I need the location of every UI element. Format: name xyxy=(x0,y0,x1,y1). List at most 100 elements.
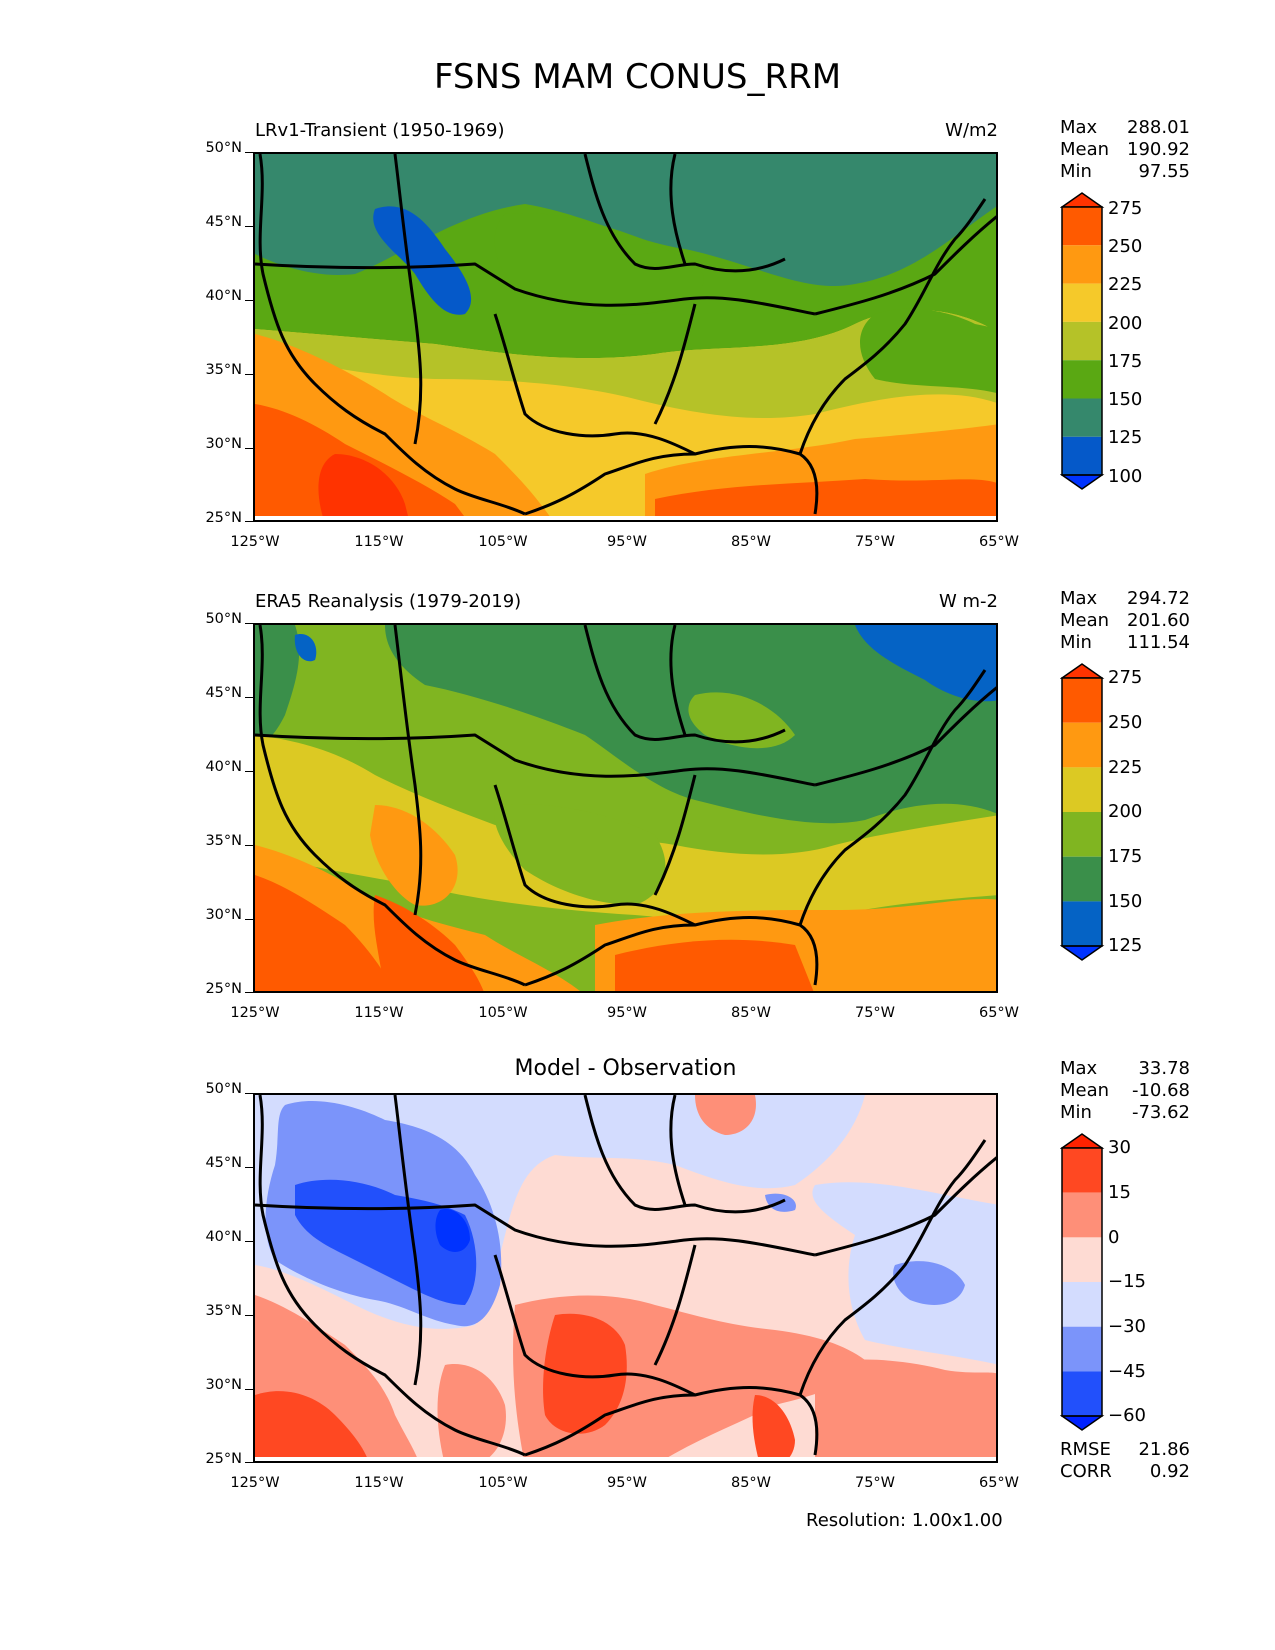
field-contour xyxy=(695,1095,756,1135)
colorbar-tick: 125 xyxy=(1108,935,1143,956)
colorbar-under-triangle xyxy=(1059,945,1105,961)
lon-label: 95°W xyxy=(606,1005,648,1021)
lon-label: 85°W xyxy=(730,1005,772,1021)
coastline-lines xyxy=(255,154,996,516)
lon-label: 75°W xyxy=(854,1005,896,1021)
lat-label: 45°N xyxy=(205,685,242,701)
lat-label: 35°N xyxy=(205,833,242,849)
lat-label: 30°N xyxy=(205,1377,242,1393)
lat-label: 25°N xyxy=(205,1451,242,1467)
colorbar xyxy=(1059,663,1106,967)
field-contour xyxy=(255,1391,369,1461)
lat-label: 35°N xyxy=(205,362,242,378)
stat-mean: 201.60 xyxy=(1127,610,1190,631)
panel-units: W m-2 xyxy=(938,591,998,612)
lon-label: 85°W xyxy=(730,1475,772,1491)
colorbar-svg xyxy=(1059,192,1105,490)
colorbar-tick: −60 xyxy=(1108,1405,1146,1426)
lon-label: 75°W xyxy=(854,1475,896,1491)
panel-observation: ERA5 Reanalysis (1979-2019) W m-2 xyxy=(0,588,1275,1031)
colorbar-segment xyxy=(1062,1371,1102,1416)
lat-label: 45°N xyxy=(205,1155,242,1171)
no-data-strip xyxy=(255,1457,996,1461)
field-contour xyxy=(494,213,704,315)
stat-label: Mean xyxy=(1060,1080,1110,1101)
stat-rmse: 21.86 xyxy=(1138,1439,1190,1460)
lat-label: 40°N xyxy=(205,288,242,304)
stat-label: Max xyxy=(1060,117,1098,138)
colorbar-tick: 250 xyxy=(1108,712,1143,733)
colorbar-segment xyxy=(1062,398,1102,437)
map-difference xyxy=(253,1093,998,1463)
colorbar-tick: 15 xyxy=(1108,1182,1131,1203)
stat-label: Max xyxy=(1060,588,1098,609)
panel-difference: Model - Observation xyxy=(0,1056,1275,1501)
stat-max: 33.78 xyxy=(1138,1058,1190,1079)
stat-label: Mean xyxy=(1060,610,1110,631)
colorbar-over-triangle xyxy=(1059,192,1105,208)
field-contour xyxy=(494,804,666,905)
stat-label: Max xyxy=(1060,1058,1098,1079)
colorbar-segment xyxy=(1062,856,1102,902)
lon-label: 65°W xyxy=(978,534,1020,550)
field-contour xyxy=(688,692,795,749)
colorbar xyxy=(1059,192,1106,496)
colorbar-tick: 275 xyxy=(1108,667,1143,688)
error-stats-block: RMSE 21.86 CORR 0.92 xyxy=(1060,1439,1190,1483)
field-contour xyxy=(294,634,317,662)
colorbar-segment xyxy=(1062,722,1102,768)
stat-label: Min xyxy=(1060,161,1092,182)
figure-title: FSNS MAM CONUS_RRM xyxy=(433,57,842,97)
stat-label: CORR xyxy=(1060,1461,1112,1482)
colorbar-tick: 175 xyxy=(1108,351,1143,372)
field-contour xyxy=(373,206,472,315)
lon-label: 85°W xyxy=(730,534,772,550)
colorbar-segment xyxy=(1062,436,1102,475)
colorbar-segment xyxy=(1062,1326,1102,1372)
lat-label: 50°N xyxy=(205,1081,242,1097)
colorbar-svg xyxy=(1059,1133,1105,1431)
field-contour xyxy=(855,625,996,702)
stat-corr: 0.92 xyxy=(1149,1461,1190,1482)
colorbar-tick: 225 xyxy=(1108,757,1143,778)
stat-label: RMSE xyxy=(1060,1439,1111,1460)
field-contour xyxy=(437,1364,506,1461)
lat-label: 25°N xyxy=(205,510,242,526)
lon-label: 115°W xyxy=(354,534,404,550)
colorbar-tick: 225 xyxy=(1108,274,1143,295)
lon-label: 125°W xyxy=(230,1005,280,1021)
panel-title: Model - Observation xyxy=(514,1056,737,1081)
lon-label: 105°W xyxy=(478,1475,528,1491)
field-contour xyxy=(255,310,996,419)
colorbar-svg xyxy=(1059,663,1105,961)
stat-max: 288.01 xyxy=(1127,117,1190,138)
colorbar-segment xyxy=(1062,1192,1102,1238)
lon-label: 125°W xyxy=(230,534,280,550)
colorbar-tick: −15 xyxy=(1108,1271,1146,1292)
colorbar-tick: 0 xyxy=(1108,1227,1120,1248)
lon-label: 105°W xyxy=(478,1005,528,1021)
field-contour xyxy=(255,154,996,286)
stat-mean: 190.92 xyxy=(1127,139,1190,160)
colorbar xyxy=(1059,1133,1106,1437)
lat-label: 30°N xyxy=(205,436,242,452)
field-contour xyxy=(385,625,996,824)
coastline-lines xyxy=(255,625,996,987)
field-contour xyxy=(295,1179,477,1305)
colorbar-tick: −45 xyxy=(1108,1361,1146,1382)
colorbar-segment xyxy=(1062,207,1102,246)
stat-min: -73.62 xyxy=(1131,1102,1190,1123)
colorbar-tick: −30 xyxy=(1108,1316,1146,1337)
colorbar-segment xyxy=(1062,767,1102,812)
lon-label: 75°W xyxy=(854,534,896,550)
lat-label: 50°N xyxy=(205,611,242,627)
colorbar-tick: 150 xyxy=(1108,389,1143,410)
colorbar-under-triangle xyxy=(1059,474,1105,490)
colorbar-segment xyxy=(1062,812,1102,857)
lon-label: 95°W xyxy=(606,1475,648,1491)
field-contour xyxy=(655,479,996,520)
colorbar-tick: 200 xyxy=(1108,801,1143,822)
resolution-note: Resolution: 1.00x1.00 xyxy=(806,1510,1003,1531)
colorbar-segment xyxy=(1062,1237,1102,1282)
stats-block: Max 294.72 Mean 201.60 Min 111.54 xyxy=(1060,588,1190,654)
